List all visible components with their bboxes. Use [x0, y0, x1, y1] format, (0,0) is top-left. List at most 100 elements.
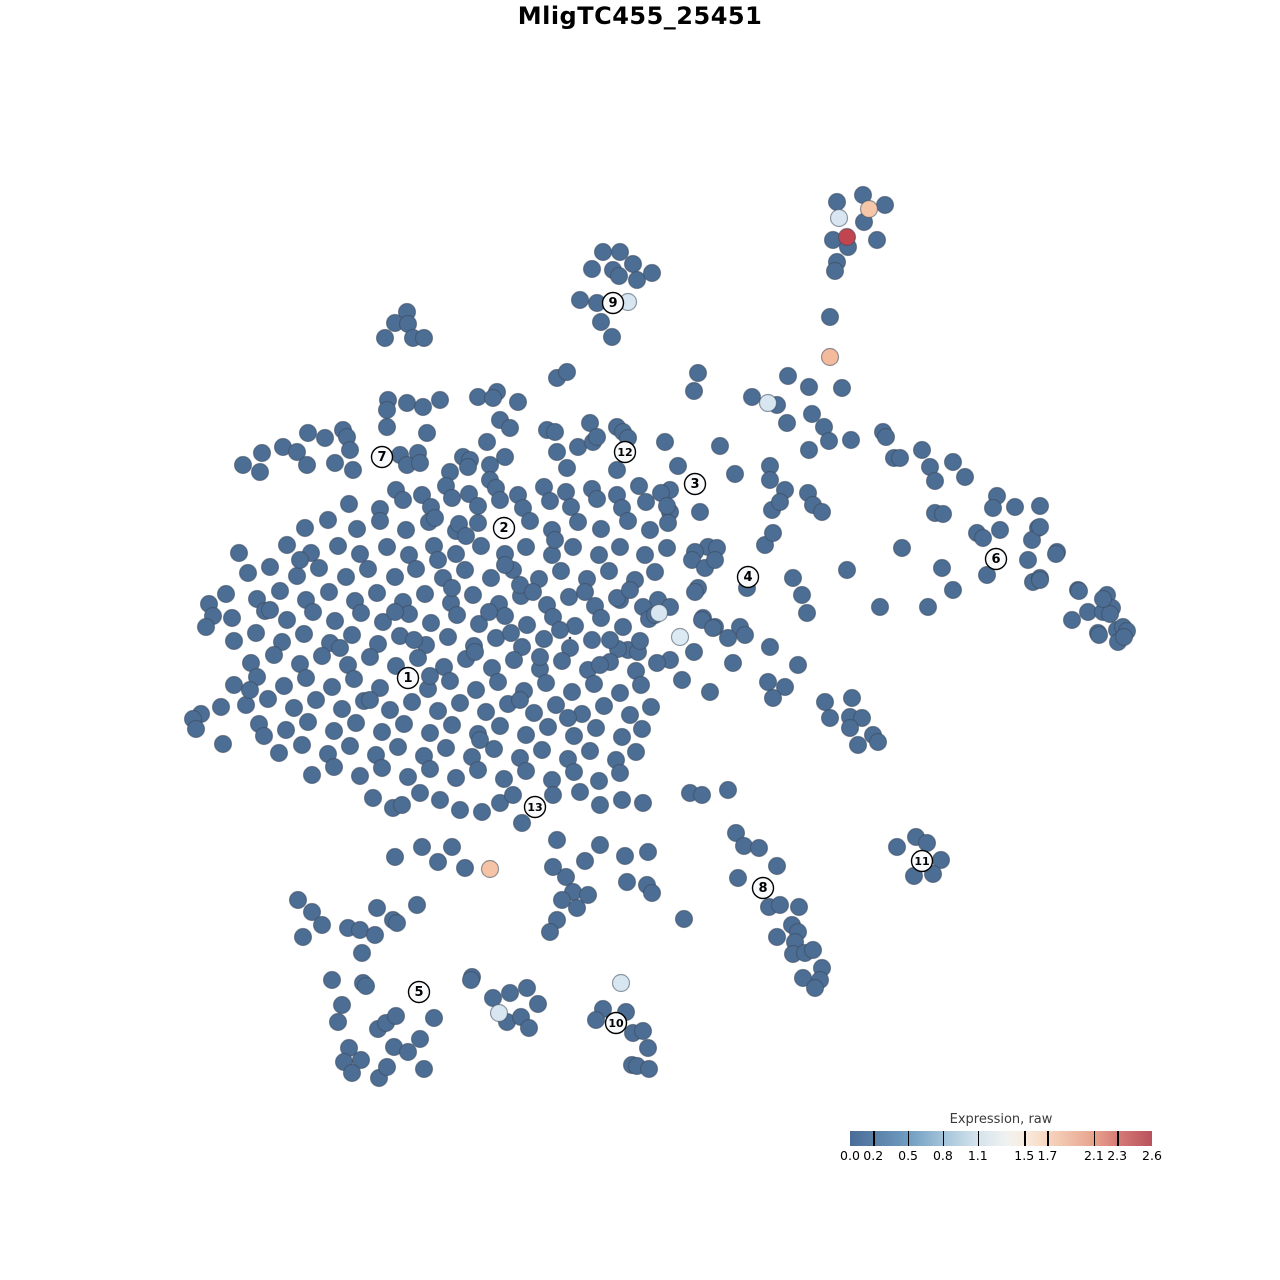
data-point — [682, 550, 702, 570]
data-point — [407, 895, 427, 915]
legend-tick — [1117, 1131, 1119, 1146]
cluster-label-11: 11 — [914, 855, 929, 868]
data-point — [413, 397, 433, 417]
data-point — [584, 674, 604, 694]
data-point — [468, 496, 488, 516]
legend-tick — [1024, 1131, 1026, 1146]
data-point — [842, 688, 862, 708]
data-point — [723, 653, 743, 673]
data-point — [955, 467, 975, 487]
data-point — [620, 705, 640, 725]
data-point — [758, 672, 778, 692]
data-point — [250, 462, 270, 482]
cluster-label-circle-10 — [604, 1011, 628, 1035]
data-point — [465, 642, 485, 662]
data-point — [398, 1042, 418, 1062]
data-point — [587, 427, 607, 447]
main-title: MligTC455_25451 — [517, 2, 763, 30]
data-point — [442, 715, 462, 735]
data-point — [495, 555, 515, 575]
data-point — [973, 528, 993, 548]
data-point — [436, 738, 456, 758]
data-point — [360, 690, 380, 710]
data-point — [645, 562, 665, 582]
data-point — [728, 868, 748, 888]
data-point — [417, 423, 437, 443]
data-point — [213, 734, 233, 754]
data-point — [302, 902, 322, 922]
cluster-label-6: 6 — [991, 552, 1000, 567]
data-point — [325, 611, 345, 631]
data-point — [410, 453, 430, 473]
data-point — [196, 617, 216, 637]
data-point — [735, 625, 755, 645]
cluster-label-7: 7 — [377, 450, 386, 465]
data-point — [594, 696, 614, 716]
data-point — [551, 561, 571, 581]
data-point — [582, 630, 602, 650]
data-point — [825, 261, 845, 281]
data-point — [346, 713, 366, 733]
data-point — [490, 490, 510, 510]
data-point — [394, 714, 414, 734]
data-point — [277, 535, 297, 555]
data-point — [430, 390, 450, 410]
data-point — [471, 536, 491, 556]
data-point — [918, 597, 938, 617]
data-point — [668, 456, 688, 476]
data-point — [770, 895, 790, 915]
highlighted-data-point — [859, 199, 879, 219]
data-point — [524, 703, 544, 723]
data-point — [672, 670, 692, 690]
data-point — [983, 498, 1003, 518]
data-point — [586, 1010, 606, 1030]
data-point — [778, 366, 798, 386]
data-point — [428, 852, 448, 872]
data-point — [547, 442, 567, 462]
data-point — [517, 615, 537, 635]
data-point — [700, 682, 720, 702]
data-point — [293, 927, 313, 947]
data-point — [657, 538, 677, 558]
data-point — [610, 683, 630, 703]
data-point — [626, 742, 646, 762]
legend-tick — [1093, 1131, 1096, 1146]
data-point — [565, 616, 585, 636]
data-point — [852, 708, 872, 728]
data-point — [547, 830, 567, 850]
data-point — [186, 719, 206, 739]
data-point — [812, 502, 832, 522]
data-point — [797, 603, 817, 623]
data-point — [450, 800, 470, 820]
data-point — [319, 582, 339, 602]
data-point — [516, 725, 536, 745]
data-point — [1018, 550, 1038, 570]
data-point — [309, 558, 329, 578]
data-point — [630, 631, 650, 651]
data-point — [749, 838, 769, 858]
data-point — [820, 307, 840, 327]
data-point — [593, 242, 613, 262]
data-point — [325, 453, 345, 473]
data-point — [558, 708, 578, 728]
data-point — [488, 672, 508, 692]
data-point — [277, 610, 297, 630]
data-point — [1093, 589, 1113, 609]
data-point — [610, 537, 630, 557]
legend-tick-label: 1.5 — [1014, 1148, 1035, 1163]
data-point — [344, 669, 364, 689]
data-point — [685, 582, 705, 602]
data-point — [763, 523, 783, 543]
data-point — [350, 766, 370, 786]
data-point — [269, 743, 289, 763]
data-point — [640, 520, 660, 540]
data-point — [510, 690, 530, 710]
data-point — [1069, 581, 1089, 601]
data-point — [629, 476, 649, 496]
data-point — [396, 520, 416, 540]
data-point — [827, 192, 847, 212]
data-point — [408, 648, 428, 668]
cluster-label-circle-5 — [407, 980, 431, 1004]
data-point — [841, 430, 861, 450]
data-point — [710, 436, 730, 456]
